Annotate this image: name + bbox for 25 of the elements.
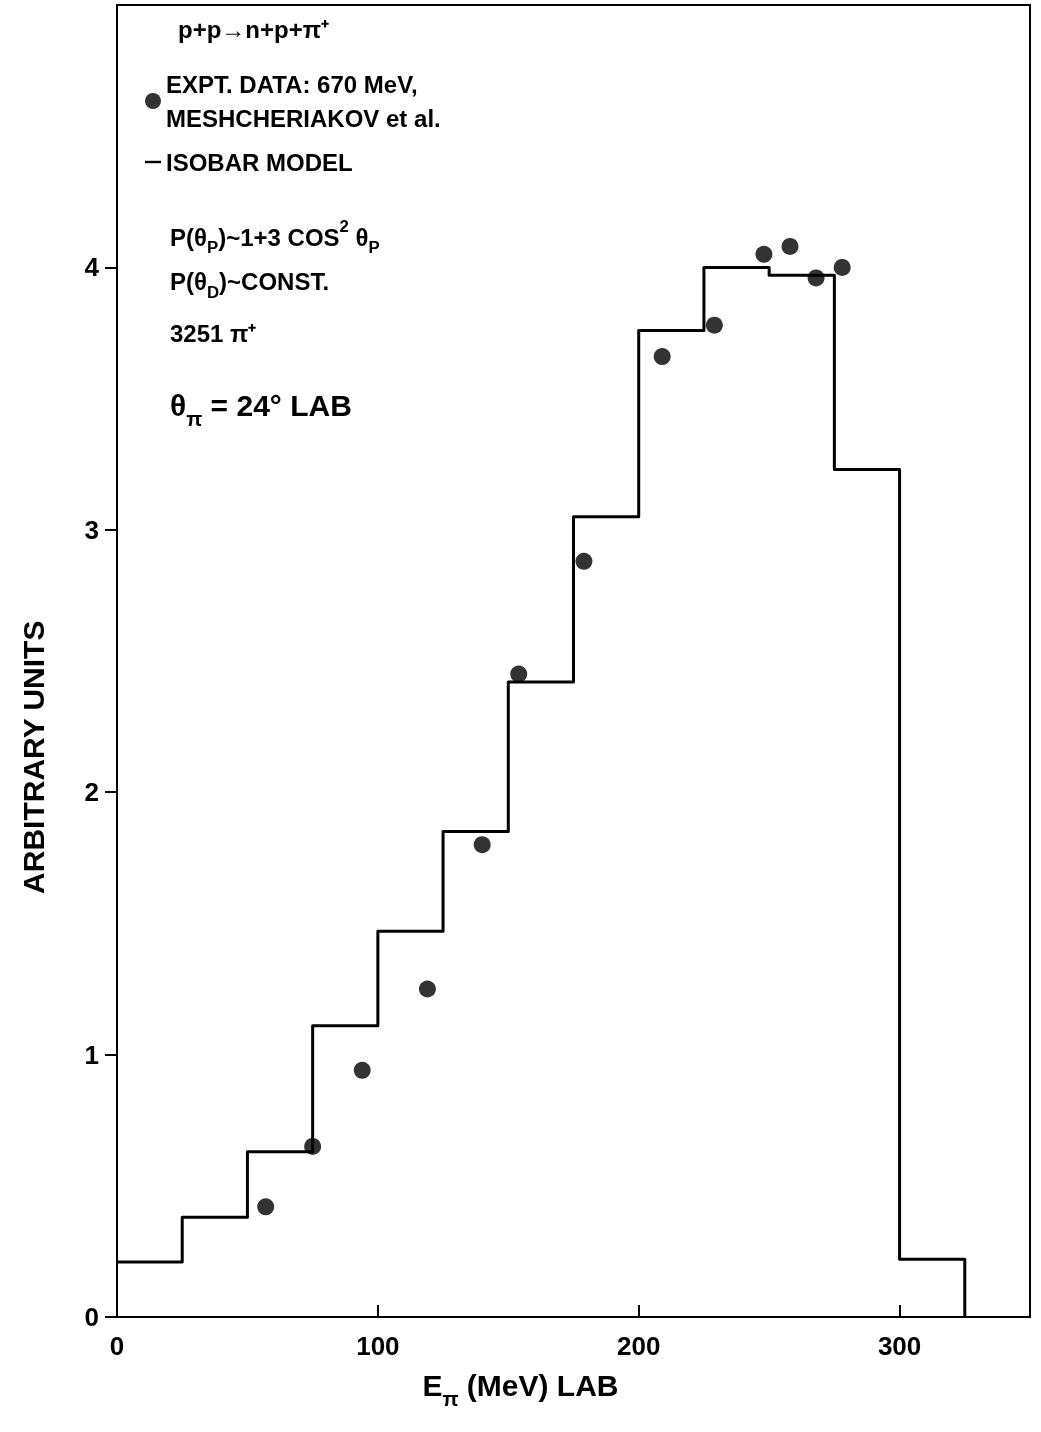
y-tick-label: 2 (84, 777, 99, 808)
y-tick-label: 4 (84, 252, 100, 283)
point (833, 258, 851, 276)
point (353, 1061, 371, 1079)
y-axis-title: ARBITRARY UNITS (16, 620, 50, 894)
x-tick-label: 200 (617, 1331, 661, 1361)
x-tick-label: 300 (877, 1331, 922, 1361)
point (510, 665, 528, 683)
x-tick-label: 0 (109, 1331, 125, 1361)
point (257, 1198, 275, 1216)
x-tick-label: 100 (356, 1331, 400, 1361)
legend-label: EXPT. DATA: 670 MeV, MESHCHERIAKOV et al. (166, 70, 441, 132)
legend-title: p+p→n+p+π⁺ (178, 16, 330, 44)
point (473, 836, 491, 854)
point (653, 348, 671, 366)
point (755, 245, 773, 263)
point (418, 980, 436, 998)
y-tick-label: 0 (84, 1302, 99, 1332)
point (781, 237, 799, 255)
y-tick-label: 1 (84, 1039, 99, 1070)
legend-label: ISOBAR MODEL (166, 148, 353, 176)
point (575, 552, 593, 570)
point (705, 316, 723, 334)
annotation: 3251 π⁺ (170, 320, 257, 348)
y-tick-label: 3 (84, 514, 99, 545)
